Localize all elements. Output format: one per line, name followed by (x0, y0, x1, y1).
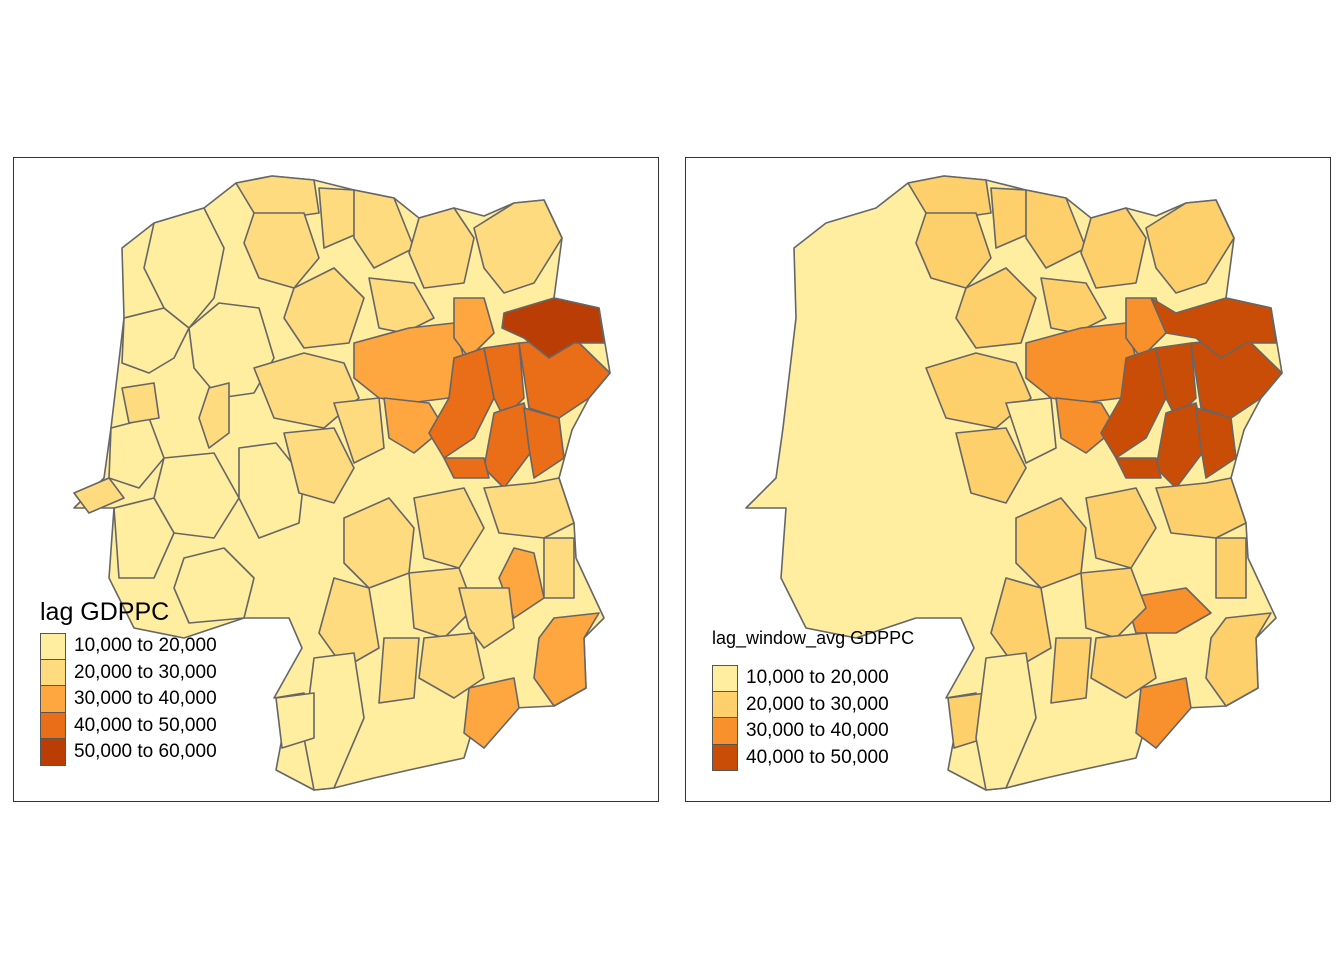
county (1055, 397, 1117, 454)
county (483, 477, 575, 539)
legend-swatch (712, 718, 738, 745)
county (955, 427, 1027, 504)
county (383, 397, 445, 454)
legend-items: 10,000 to 20,000 20,000 to 30,000 30,000… (40, 633, 217, 766)
legend-item: 20,000 to 30,000 (712, 691, 914, 718)
county (143, 207, 225, 329)
county (533, 612, 600, 707)
legend-label: 20,000 to 30,000 (74, 661, 217, 683)
legend-item: 40,000 to 50,000 (712, 744, 914, 771)
county (501, 297, 605, 359)
county (353, 189, 415, 269)
legend-item: 30,000 to 40,000 (712, 718, 914, 745)
county (523, 407, 565, 479)
county (378, 637, 420, 704)
county (1115, 457, 1162, 479)
legend-swatch (40, 686, 66, 713)
map-panel-lag-window-avg-gdppc: lag_window_avg GDPPC 10,000 to 20,000 20… (685, 157, 1331, 802)
legend-swatch (712, 691, 738, 718)
county (453, 297, 495, 359)
choropleth-map-right (745, 175, 1283, 791)
legend-title: lag_window_avg GDPPC (712, 628, 915, 648)
legend-label: 30,000 to 40,000 (74, 688, 217, 710)
county (418, 632, 485, 699)
legend-label: 10,000 to 20,000 (746, 667, 889, 689)
legend-item: 20,000 to 30,000 (40, 659, 217, 686)
county (463, 677, 520, 749)
county (1040, 277, 1107, 334)
county (1155, 477, 1247, 539)
county (1145, 199, 1235, 294)
county (368, 277, 435, 334)
county (413, 487, 485, 569)
county (283, 267, 365, 349)
county (990, 577, 1052, 669)
county (1080, 207, 1147, 289)
legend-item: 30,000 to 40,000 (40, 686, 217, 713)
county (1025, 189, 1087, 269)
legend-swatch (40, 739, 66, 766)
county (925, 352, 1032, 429)
county (473, 199, 563, 294)
legend-left: lag GDPPC 10,000 to 20,000 20,000 to 30,… (40, 598, 217, 766)
county (333, 397, 385, 464)
county (1090, 632, 1157, 699)
legend-label: 30,000 to 40,000 (746, 720, 889, 742)
county (1205, 612, 1272, 707)
county (1125, 587, 1212, 634)
county (543, 537, 575, 599)
legend-swatch (712, 744, 738, 771)
legend-label: 20,000 to 30,000 (746, 693, 889, 715)
legend-item: 40,000 to 50,000 (40, 712, 217, 739)
county (443, 457, 490, 479)
legend-label: 50,000 to 60,000 (74, 741, 217, 763)
county (1150, 297, 1277, 359)
legend-label: 40,000 to 50,000 (746, 746, 889, 768)
county (253, 352, 360, 429)
legend-right: lag_window_avg GDPPC 10,000 to 20,000 20… (712, 628, 914, 771)
county (1155, 402, 1207, 489)
county (1080, 567, 1147, 639)
county (238, 442, 305, 539)
choropleth-map-left (73, 175, 611, 791)
legend-swatch (40, 712, 66, 739)
legend-title: lag GDPPC (40, 598, 170, 626)
county (955, 267, 1037, 349)
county (1050, 637, 1092, 704)
county (408, 567, 475, 639)
county (1005, 397, 1057, 464)
legend-swatch (712, 665, 738, 692)
county (113, 497, 175, 579)
county (483, 402, 535, 489)
legend-swatch (40, 633, 66, 660)
county (1195, 407, 1237, 479)
county (408, 207, 475, 289)
legend-label: 10,000 to 20,000 (74, 635, 217, 657)
county (73, 477, 125, 514)
county (198, 382, 230, 449)
legend-label: 40,000 to 50,000 (74, 714, 217, 736)
county (1215, 537, 1247, 599)
county (275, 692, 315, 749)
county (121, 382, 160, 424)
map-panel-lag-gdppc: lag GDPPC 10,000 to 20,000 20,000 to 30,… (13, 157, 659, 802)
county (173, 547, 255, 624)
legend-items: 10,000 to 20,000 20,000 to 30,000 30,000… (712, 665, 914, 771)
county (1085, 487, 1157, 569)
legend-item: 10,000 to 20,000 (712, 665, 914, 692)
legend-swatch (40, 659, 66, 686)
legend-item: 10,000 to 20,000 (40, 633, 217, 660)
county (1135, 677, 1192, 749)
county (318, 577, 380, 669)
legend-item: 50,000 to 60,000 (40, 739, 217, 766)
county (283, 427, 355, 504)
county (975, 652, 1037, 791)
